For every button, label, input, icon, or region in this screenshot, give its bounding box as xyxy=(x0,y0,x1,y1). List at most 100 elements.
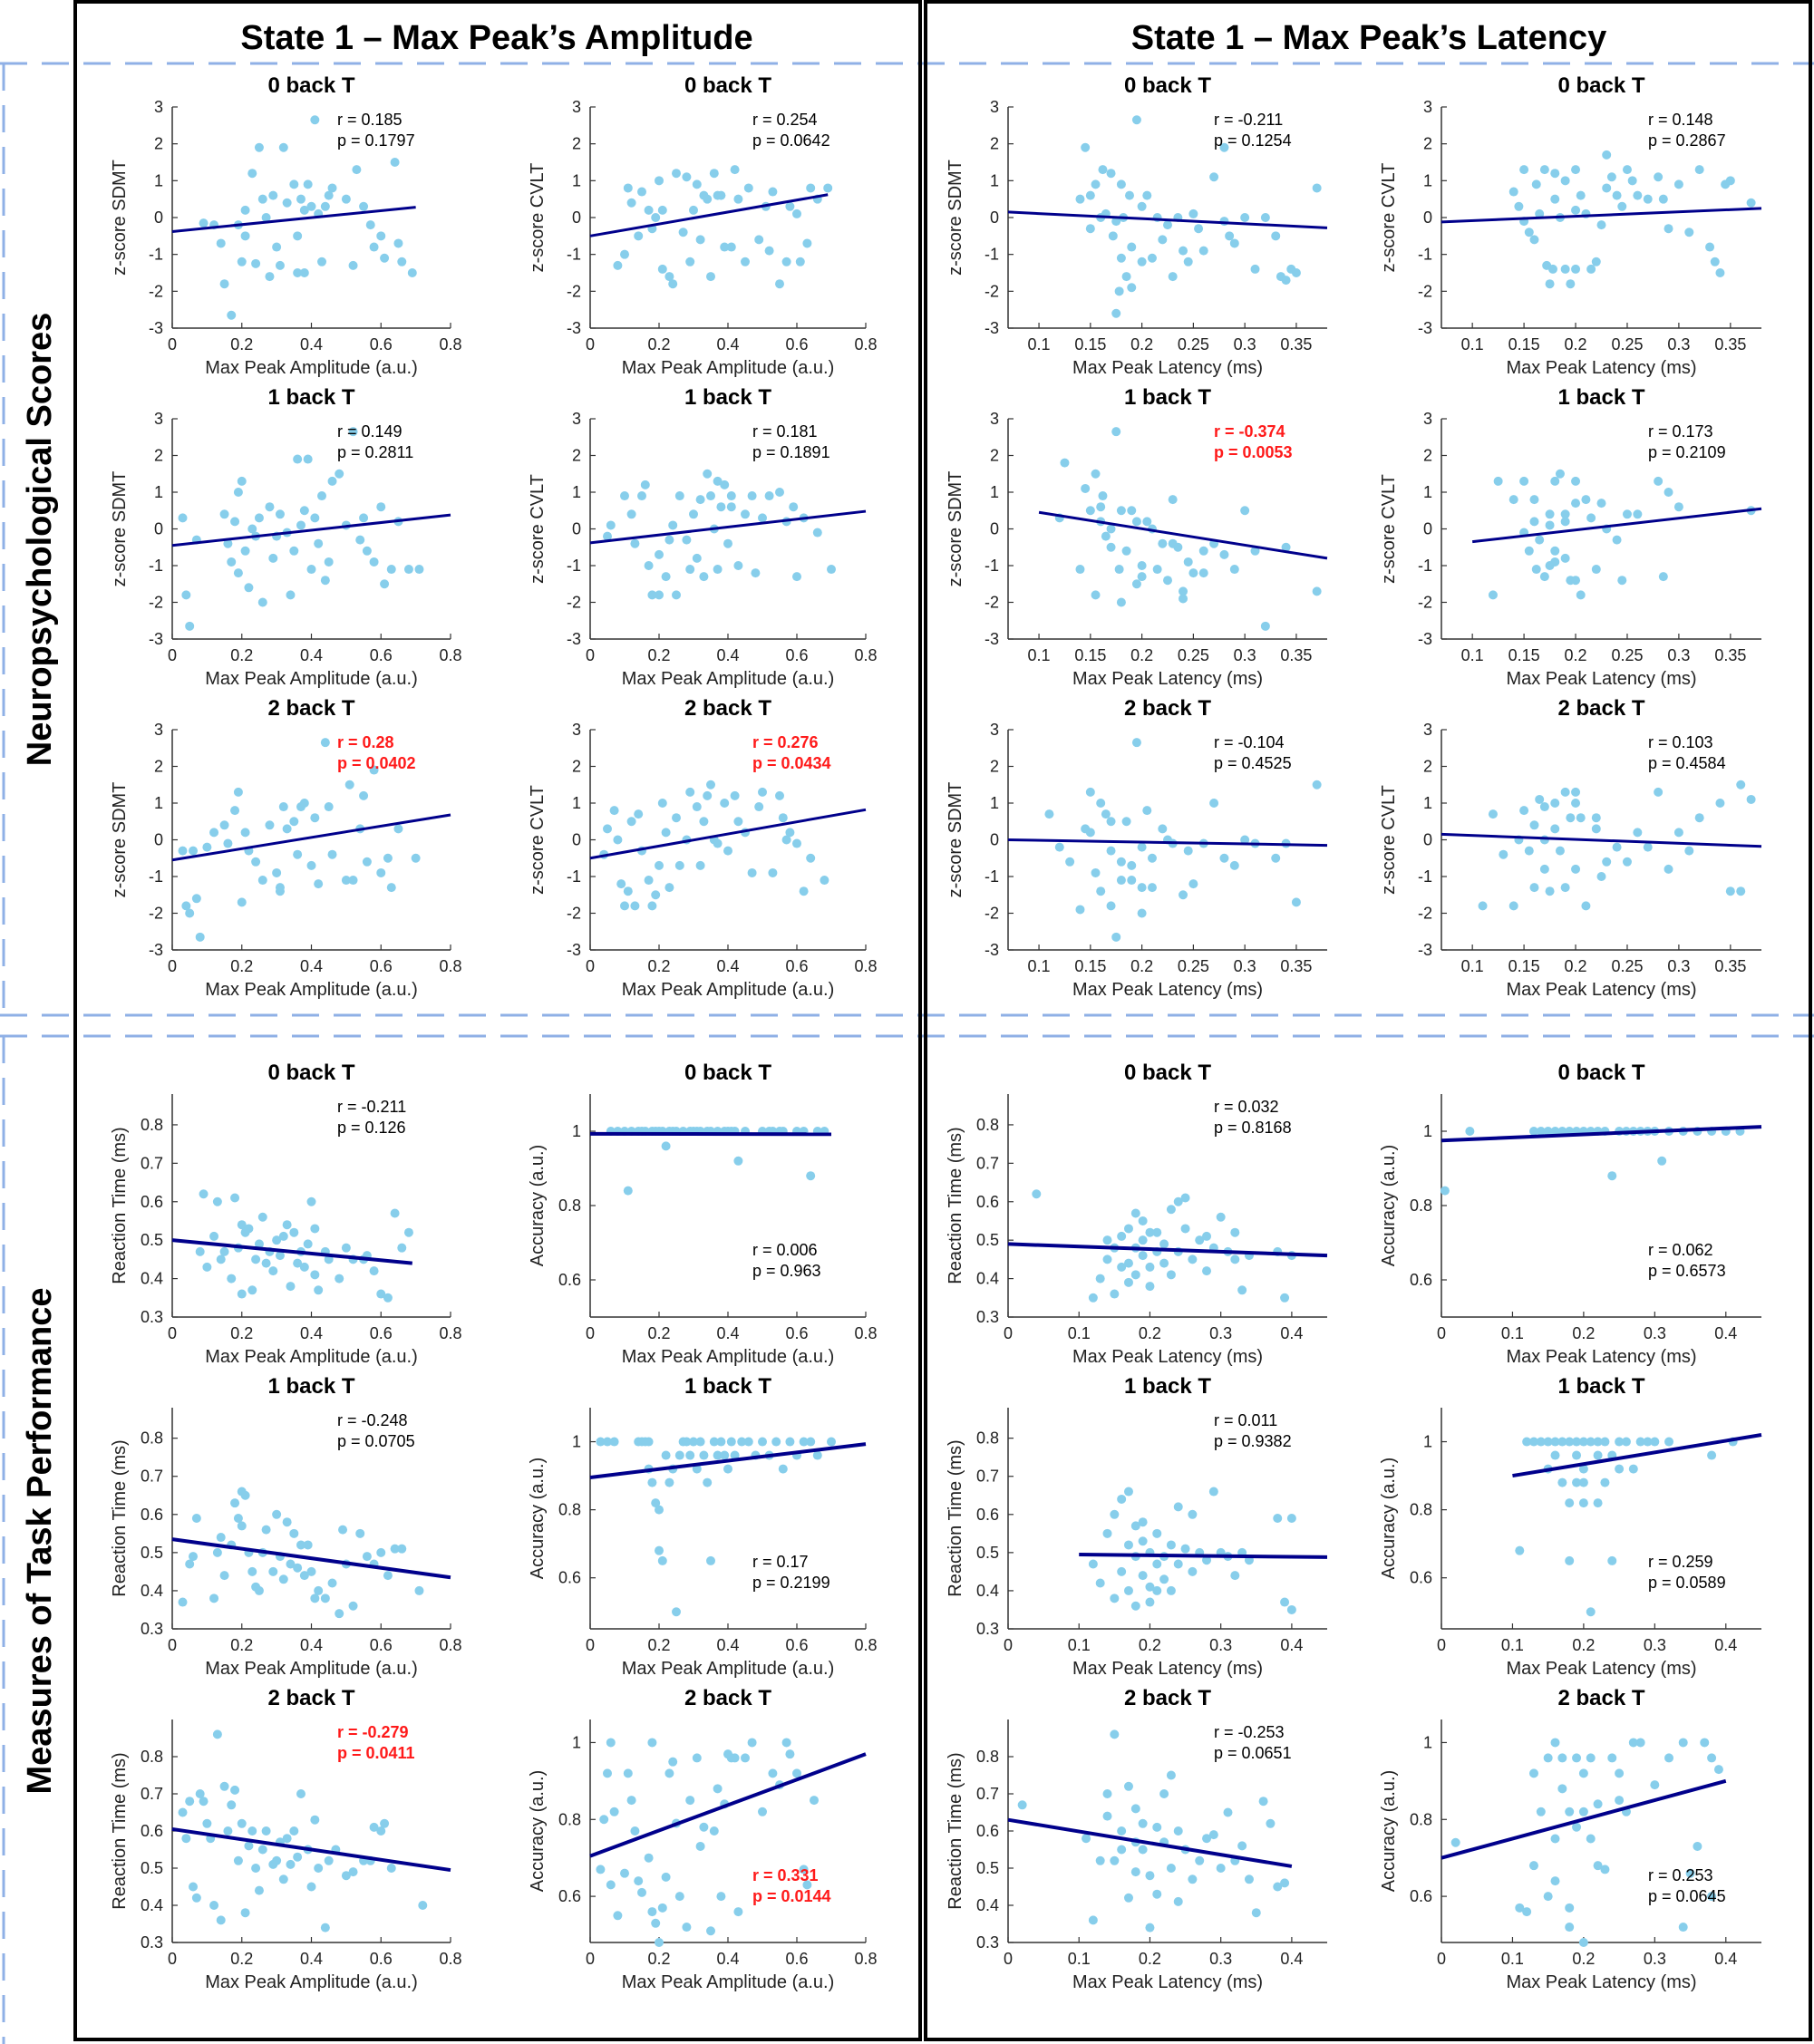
data-point xyxy=(1725,886,1735,896)
data-point xyxy=(754,235,764,245)
data-point xyxy=(1127,876,1137,886)
x-tick-label: 0.8 xyxy=(854,1950,877,1968)
y-tick-label: 0 xyxy=(990,208,999,227)
data-point xyxy=(386,1864,396,1873)
y-tick-label: -2 xyxy=(567,282,581,300)
data-point xyxy=(1137,908,1147,918)
data-point xyxy=(265,502,275,512)
data-point xyxy=(1450,1837,1460,1847)
data-point xyxy=(1145,1227,1155,1237)
data-point xyxy=(185,1559,195,1569)
data-point xyxy=(1145,1597,1155,1607)
data-point xyxy=(1557,1437,1567,1447)
x-tick-label: 0.1 xyxy=(1461,335,1484,354)
y-axis-label: z-score CVLT xyxy=(1379,474,1399,584)
data-point xyxy=(1519,476,1529,486)
x-tick-label: 0.2 xyxy=(647,957,670,975)
x-tick-label: 0.6 xyxy=(785,1636,808,1654)
data-point xyxy=(247,524,257,534)
data-point xyxy=(1522,1437,1532,1447)
data-point xyxy=(1565,1807,1575,1816)
y-tick-label: 0.3 xyxy=(976,1308,999,1326)
data-point xyxy=(1678,1923,1688,1933)
data-point xyxy=(240,828,250,838)
data-point xyxy=(768,187,778,197)
data-point xyxy=(730,1753,740,1763)
data-point xyxy=(1127,242,1137,252)
data-point xyxy=(397,1544,407,1554)
data-point xyxy=(695,860,705,870)
x-tick-label: 0.4 xyxy=(300,1324,323,1342)
data-point xyxy=(1123,1540,1133,1550)
data-point xyxy=(1664,224,1673,234)
data-point xyxy=(716,1437,726,1447)
data-point xyxy=(1602,183,1612,193)
data-point xyxy=(1250,264,1260,274)
data-point xyxy=(1654,787,1664,797)
data-point xyxy=(1091,179,1101,189)
data-point xyxy=(216,1915,226,1925)
y-tick-label: -3 xyxy=(567,941,581,959)
x-tick-label: 0.1 xyxy=(1028,957,1051,975)
data-point xyxy=(758,1807,767,1816)
stat-r: r = 0.006 xyxy=(752,1241,818,1259)
y-tick-label: -1 xyxy=(149,867,163,886)
data-point xyxy=(626,509,636,519)
data-point xyxy=(1111,217,1121,227)
stat-p: p = 0.0053 xyxy=(1214,443,1293,461)
plot-title: 2 back T xyxy=(267,696,354,721)
regression-line xyxy=(1441,1125,1762,1143)
stat-r: r = 0.17 xyxy=(752,1553,809,1571)
y-tick-label: 3 xyxy=(572,98,581,116)
x-tick-label: 0.2 xyxy=(1139,1636,1161,1654)
data-point xyxy=(747,1738,757,1748)
data-point xyxy=(1539,864,1549,874)
x-axis-label: Max Peak Latency (ms) xyxy=(1506,358,1696,378)
plot-title: 2 back T xyxy=(684,1686,771,1710)
data-point xyxy=(403,1227,413,1237)
data-point xyxy=(799,886,809,896)
data-point xyxy=(647,1907,657,1917)
data-point xyxy=(730,1450,740,1460)
x-axis-label: Max Peak Amplitude (a.u.) xyxy=(622,1659,835,1679)
data-point xyxy=(699,817,709,827)
stat-r: r = 0.331 xyxy=(752,1866,819,1884)
y-tick-label: -3 xyxy=(567,630,581,648)
x-tick-label: 0.2 xyxy=(230,646,253,664)
data-point xyxy=(1622,509,1632,519)
data-point xyxy=(655,1505,664,1515)
plot-title: 1 back T xyxy=(1124,1374,1211,1399)
data-point xyxy=(689,1437,698,1447)
data-point xyxy=(1163,220,1172,230)
x-tick-label: 0.1 xyxy=(1028,335,1051,354)
data-point xyxy=(1576,813,1586,823)
y-axis-label: Accuracy (a.u.) xyxy=(528,1458,548,1579)
y-axis-label: Accuracy (a.u.) xyxy=(1379,1145,1399,1266)
data-point xyxy=(630,1826,640,1836)
data-point xyxy=(1158,538,1168,548)
data-point xyxy=(320,1923,330,1933)
data-point xyxy=(1557,1753,1567,1763)
x-tick-label: 0.8 xyxy=(439,646,461,664)
x-tick-label: 0.6 xyxy=(785,1324,808,1342)
data-point xyxy=(674,1450,684,1460)
data-point xyxy=(758,513,767,523)
scatter-plot-18: 0 0.2 0.4 0.6 0.8 0.6 0.8 1 Max Peak Amplitude (… xyxy=(528,1374,878,1679)
data-point xyxy=(713,1450,723,1460)
plot-title: 1 back T xyxy=(1124,385,1211,410)
y-tick-label: 0.7 xyxy=(976,1468,999,1486)
data-point xyxy=(1219,217,1229,227)
data-point xyxy=(716,1892,726,1902)
data-point xyxy=(324,557,334,567)
data-point xyxy=(1091,867,1101,877)
data-point xyxy=(317,257,327,266)
y-axis-label: Accuracy (a.u.) xyxy=(528,1770,548,1892)
data-point xyxy=(1280,1293,1290,1303)
data-point xyxy=(335,1274,344,1284)
data-point xyxy=(644,205,654,215)
data-point xyxy=(1281,542,1291,552)
stat-r: r = 0.062 xyxy=(1648,1241,1713,1259)
data-point xyxy=(1576,590,1586,600)
data-point xyxy=(286,590,296,600)
data-point xyxy=(657,799,667,808)
